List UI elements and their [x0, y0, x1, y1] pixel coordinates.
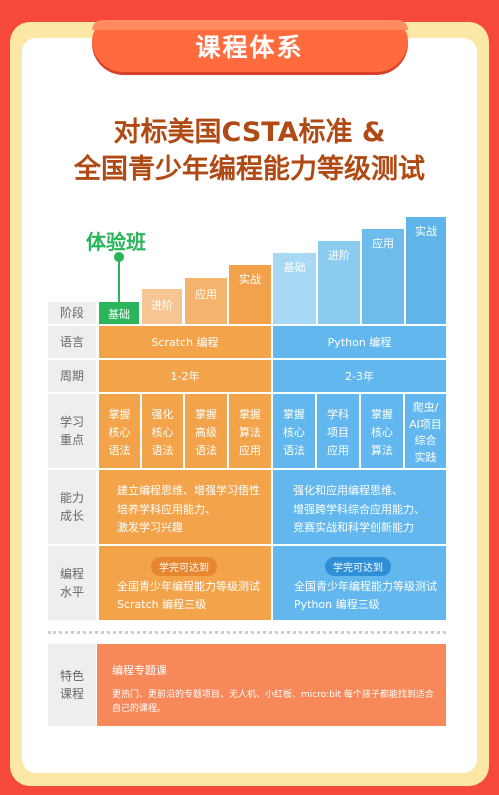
stair-scratch-advanced: 进阶: [142, 289, 182, 324]
python-focus-2: 学科 项目 应用: [317, 394, 359, 468]
feature-desc: 更热门、更前沿的专题项目、无人机、小红板、micro:bit 每个孩子都能找到适…: [112, 690, 434, 715]
ribbon-title: 课程体系: [195, 33, 304, 62]
trial-class-label: 体验班: [86, 230, 146, 254]
stair-scratch-apply: 应用: [185, 278, 227, 324]
stair-scratch-practice: 实战: [229, 265, 271, 324]
row-label-focus: 学习 重点: [48, 394, 96, 468]
row-label-language: 语言: [48, 326, 96, 358]
python-language: Python 编程: [273, 326, 446, 358]
scratch-focus-1: 掌握 核心 语法: [99, 394, 140, 468]
scratch-level-text: 全国青少年编程能力等级测试 Scratch 编程三级: [117, 580, 260, 611]
headline-line-1: 对标美国CSTA标准 &: [113, 117, 386, 148]
row-label-feature: 特色 课程: [48, 644, 96, 726]
feature-title: 编程专题课: [112, 664, 167, 677]
row-label-stage: 阶段: [48, 302, 96, 324]
scratch-focus-2: 强化 核心 语法: [142, 394, 183, 468]
stair-python-apply: 应用: [362, 229, 404, 324]
scratch-focus-4: 掌握 算法 应用: [229, 394, 271, 468]
python-period: 2-3年: [273, 360, 446, 392]
title-ribbon: [92, 20, 408, 72]
python-focus-3: 掌握 核心 算法: [361, 394, 403, 468]
scratch-language: Scratch 编程: [99, 326, 271, 358]
stair-scratch-basic: 基础: [99, 302, 139, 324]
scratch-level-pill: 学完可达到: [151, 557, 217, 576]
python-focus-4: 爬虫/ AI项目 综合 实践: [405, 394, 446, 468]
row-label-growth: 能力 成长: [48, 470, 96, 544]
scratch-focus-3: 掌握 高级 语法: [185, 394, 227, 468]
python-growth: 强化和应用编程思维、 增强跨学科综合应用能力、 竞赛实战和科学创新能力: [273, 470, 446, 544]
scratch-period: 1-2年: [99, 360, 271, 392]
stair-python-basic: 基础: [273, 253, 316, 324]
feature-course-box: 编程专题课 更热门、更前沿的专题项目、无人机、小红板、micro:bit 每个孩…: [97, 644, 446, 726]
stair-python-practice: 实战: [406, 217, 446, 324]
python-level-text: 全国青少年编程能力等级测试 Python 编程三级: [294, 580, 437, 611]
dotted-divider: [48, 631, 446, 634]
trial-connector: [118, 254, 120, 302]
stair-python-advanced: 进阶: [318, 241, 360, 324]
scratch-growth: 建立编程思维、增强学习悟性 培养学科应用能力、 激发学习兴趣: [99, 470, 271, 544]
headline-line-2: 全国青少年编程能力等级测试: [74, 154, 425, 185]
row-label-level: 编程 水平: [48, 546, 96, 620]
python-level-pill: 学完可达到: [325, 557, 391, 576]
row-label-period: 周期: [48, 360, 96, 392]
python-focus-1: 掌握 核心 语法: [273, 394, 315, 468]
trial-dot: [114, 252, 124, 262]
